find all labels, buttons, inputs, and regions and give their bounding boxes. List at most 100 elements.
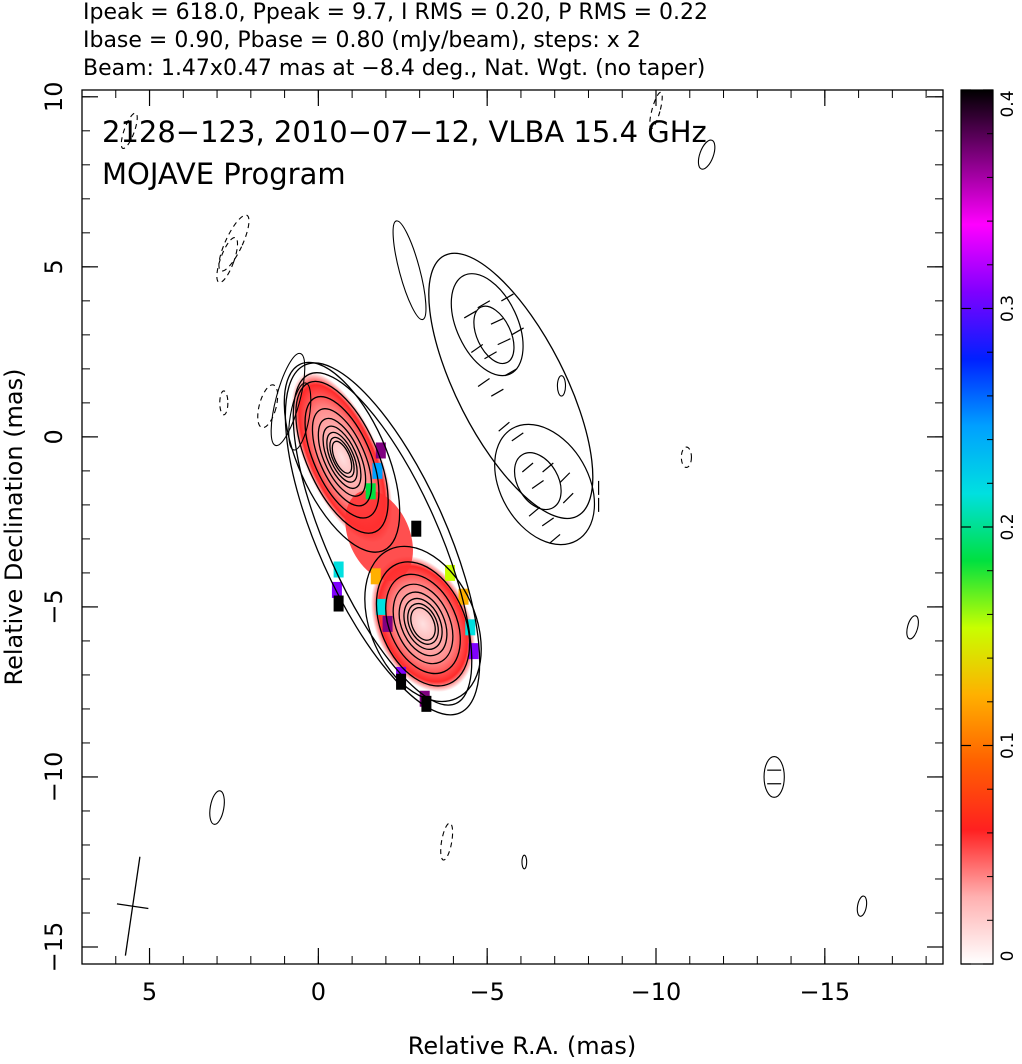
contour-jet-knot-4 xyxy=(398,591,448,657)
evpa-tick-19 xyxy=(562,492,574,504)
contour-diffuse-outer xyxy=(428,252,594,520)
header-beam-line: Beam: 1.47x0.47 mas at −8.4 deg., Nat. W… xyxy=(83,56,705,81)
contour-core-4 xyxy=(317,417,367,497)
plot-title-program: MOJAVE Program xyxy=(102,157,346,191)
pol-spot-17 xyxy=(458,588,469,605)
pol-spot-3 xyxy=(333,561,344,578)
evpa-tick-11 xyxy=(498,421,510,432)
colorbar-label-1: 0.1 xyxy=(998,732,1018,759)
contour-diffuse-south-inner xyxy=(513,452,562,511)
pol-spot-7 xyxy=(411,520,422,537)
noise-contour-0 xyxy=(120,112,138,150)
evpa-tick-20 xyxy=(548,533,561,544)
noise-contour-4 xyxy=(257,384,279,429)
y-tick-label-4: −10 xyxy=(40,752,68,803)
noise-contour-10 xyxy=(680,446,693,469)
noise-contour-5 xyxy=(270,352,306,447)
contour-core-7 xyxy=(329,436,355,478)
x-tick-label-3: −10 xyxy=(631,978,682,1006)
pol-spot-15 xyxy=(468,643,479,660)
y-axis-label: Relative Declination (mas) xyxy=(0,368,28,685)
noise-contour-13 xyxy=(209,790,225,825)
noise-contour-3 xyxy=(219,390,229,416)
colorbar-ticks: 0 0.1 0.2 0.3 0.4 xyxy=(961,89,1018,965)
evpa-tick-0 xyxy=(463,310,477,319)
pol-spot-1 xyxy=(372,462,383,479)
colorbar-label-0: 0 xyxy=(998,951,1018,962)
pol-intensity-jet-knot xyxy=(370,555,476,692)
plot-frame xyxy=(81,89,944,965)
evpa-tick-14 xyxy=(531,479,544,489)
contour-jet-knot-1 xyxy=(375,561,471,687)
evpa-tick-15 xyxy=(542,462,554,473)
contour-core-6 xyxy=(326,431,358,483)
evpa-tick-4 xyxy=(470,343,484,353)
header-stats-line: Ipeak = 618.0, Ppeak = 9.7, I RMS = 0.20… xyxy=(83,0,708,25)
axis-ticks: 5 0 −5 −10 −15 10 5 0 −5 −10 −15 xyxy=(40,82,943,1006)
noise-contour-16 xyxy=(856,895,868,917)
y-tick-label-1: 5 xyxy=(40,259,68,274)
contour-diffuse-north-inner xyxy=(473,305,515,365)
evpa-tick-3 xyxy=(501,293,514,302)
pol-spot-6 xyxy=(370,568,381,585)
noise-contour-14 xyxy=(440,822,454,861)
contour-jet-knot-0 xyxy=(364,545,482,703)
contour-core-3 xyxy=(311,408,373,507)
contour-core-5 xyxy=(322,425,362,490)
contour-jet-knot-6 xyxy=(407,602,439,645)
noise-contour-6 xyxy=(288,382,312,451)
pol-spot-0 xyxy=(375,442,386,459)
contour-core-2 xyxy=(304,395,380,519)
map-data xyxy=(116,91,919,956)
pol-spot-8 xyxy=(375,598,386,615)
contour-jet-knot-2 xyxy=(385,573,461,675)
contour-core-1 xyxy=(295,380,389,534)
noise-contour-7 xyxy=(392,220,427,321)
evpa-tick-18 xyxy=(559,472,571,484)
x-tick-label-2: −5 xyxy=(469,978,504,1006)
colorbar-label-3: 0.3 xyxy=(998,295,1018,322)
noise-contour-9 xyxy=(697,139,716,170)
noise-contour-1 xyxy=(218,214,250,272)
colorbar-label-2: 0.2 xyxy=(998,513,1018,540)
beam-minor-axis xyxy=(116,903,149,910)
contour-jet-knot-3 xyxy=(392,583,454,665)
x-axis-label: Relative R.A. (mas) xyxy=(408,1032,636,1060)
pol-spot-13 xyxy=(421,695,432,712)
y-tick-label-2: 0 xyxy=(40,429,68,444)
evpa-tick-6 xyxy=(497,338,511,346)
pol-spot-5 xyxy=(333,595,344,612)
evpa-tick-17 xyxy=(541,517,555,527)
evpa-tick-12 xyxy=(511,432,524,442)
evpa-tick-13 xyxy=(521,462,534,473)
noise-contour-11 xyxy=(906,615,919,640)
y-tick-label-0: 10 xyxy=(40,82,68,113)
contour-core-8 xyxy=(331,440,353,474)
pol-spot-4 xyxy=(331,581,342,598)
y-tick-label-3: −5 xyxy=(40,589,68,624)
evpa-tick-2 xyxy=(490,317,504,325)
contour-diffuse-south xyxy=(494,423,596,546)
contour-envelope-inner xyxy=(292,372,473,706)
pol-spot-14 xyxy=(465,619,476,636)
colorbar-label-4: 0.4 xyxy=(998,90,1018,117)
evpa-tick-1 xyxy=(477,300,491,309)
contour-diffuse-north xyxy=(450,273,524,377)
evpa-tick-8 xyxy=(477,377,490,387)
x-tick-label-1: 0 xyxy=(311,978,326,1006)
y-tick-label-5: −15 xyxy=(40,922,68,973)
noise-contour-15 xyxy=(521,854,528,870)
evpa-tick-16 xyxy=(528,506,541,517)
evpa-tick-5 xyxy=(484,351,497,360)
pol-spot-16 xyxy=(445,564,456,581)
evpa-tick-9 xyxy=(490,388,504,397)
noise-contour-2 xyxy=(216,237,239,284)
noise-contour-8 xyxy=(649,91,663,130)
plot-title-source: 2128−123, 2010−07−12, VLBA 15.4 GHz xyxy=(102,115,707,149)
evpa-tick-7 xyxy=(511,327,524,336)
x-tick-label-0: 5 xyxy=(142,978,157,1006)
noise-contour-12 xyxy=(763,756,785,798)
header-base-line: Ibase = 0.90, Pbase = 0.80 (mJy/beam), s… xyxy=(83,28,641,53)
contour-jet-knot-7 xyxy=(410,607,436,641)
